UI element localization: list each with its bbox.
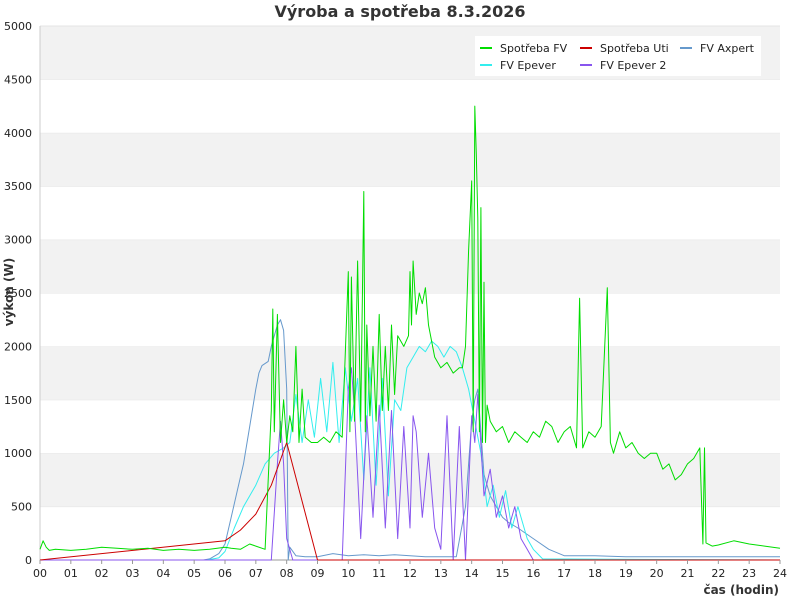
series-line-spot-eba-uti xyxy=(39,442,780,561)
x-tick-label: 00 xyxy=(33,567,47,580)
y-tick-label: 4500 xyxy=(4,73,32,86)
x-tick-label: 10 xyxy=(341,567,355,580)
legend-box xyxy=(475,36,761,76)
grid-band-2 xyxy=(40,399,780,454)
x-tick-label: 14 xyxy=(465,567,479,580)
x-tick-label: 19 xyxy=(619,567,633,580)
x-tick-label: 13 xyxy=(434,567,448,580)
x-tick-label: 22 xyxy=(711,567,725,580)
series-line-fv-axpert xyxy=(40,319,780,561)
y-tick-label: 2000 xyxy=(4,340,32,353)
x-tick-label: 03 xyxy=(126,567,140,580)
x-tick-label: 09 xyxy=(311,567,325,580)
x-tick-label: 04 xyxy=(156,567,170,580)
y-tick-label: 4000 xyxy=(4,127,32,140)
legend-label: FV Epever xyxy=(500,59,556,72)
grid-band-1 xyxy=(40,453,780,507)
x-tick-label: 17 xyxy=(557,567,571,580)
series-line-fv-epever xyxy=(40,340,781,561)
x-tick-label: 05 xyxy=(187,567,201,580)
grid-band-3 xyxy=(40,346,780,400)
y-tick-label: 3000 xyxy=(4,234,32,247)
y-tick-label: 1000 xyxy=(4,447,32,460)
y-tick-label: 3500 xyxy=(4,180,32,193)
y-tick-label: 0 xyxy=(25,554,32,567)
y-tick-label: 2500 xyxy=(4,287,32,300)
x-axis-label: čas (hodin) xyxy=(703,583,779,597)
x-tick-label: 06 xyxy=(218,567,232,580)
y-tick-label: 1500 xyxy=(4,394,32,407)
grid-band-6 xyxy=(40,186,780,240)
x-tick-label: 02 xyxy=(95,567,109,580)
legend-label: Spotřeba Uti xyxy=(600,42,669,55)
x-tick-label: 07 xyxy=(249,567,263,580)
x-tick-label: 11 xyxy=(372,567,386,580)
x-tick-label: 20 xyxy=(650,567,664,580)
grid-band-8 xyxy=(40,79,780,133)
x-tick-label: 18 xyxy=(588,567,602,580)
chart-title: Výroba a spotřeba 8.3.2026 xyxy=(274,2,525,21)
x-tick-label: 24 xyxy=(773,567,787,580)
x-tick-label: 08 xyxy=(280,567,294,580)
grid-band-4 xyxy=(40,293,780,347)
y-axis: 0 500 1000 1500 2000 2500 3000 3500 4000 4500 5000 xyxy=(4,20,32,567)
legend: Spotřeba FV Spotřeba Uti FV Axpert FV Epeve… xyxy=(475,36,761,76)
y-axis-label: výkon (W) xyxy=(2,258,16,326)
y-tick-label: 500 xyxy=(11,501,32,514)
x-tick-label: 21 xyxy=(681,567,695,580)
grid-bands xyxy=(40,25,780,560)
series-line-fv-epever-2 xyxy=(40,367,780,561)
legend-label: FV Epever 2 xyxy=(600,59,666,72)
legend-label: Spotřeba FV xyxy=(500,42,568,55)
x-tick-label: 16 xyxy=(526,567,540,580)
x-tick-label: 12 xyxy=(403,567,417,580)
legend-label: FV Axpert xyxy=(700,42,755,55)
x-tick-label: 01 xyxy=(64,567,78,580)
series-line-spot-eba-fv xyxy=(39,105,781,551)
x-axis: 00 01 02 03 04 05 06 07 08 09 10 11 12 13 14 15 16 17 18 19… xyxy=(33,560,787,580)
grid-band-7 xyxy=(40,132,780,187)
series-layer xyxy=(39,105,781,561)
x-tick-label: 15 xyxy=(496,567,510,580)
x-tick-label: 23 xyxy=(742,567,756,580)
y-tick-label: 5000 xyxy=(4,20,32,33)
